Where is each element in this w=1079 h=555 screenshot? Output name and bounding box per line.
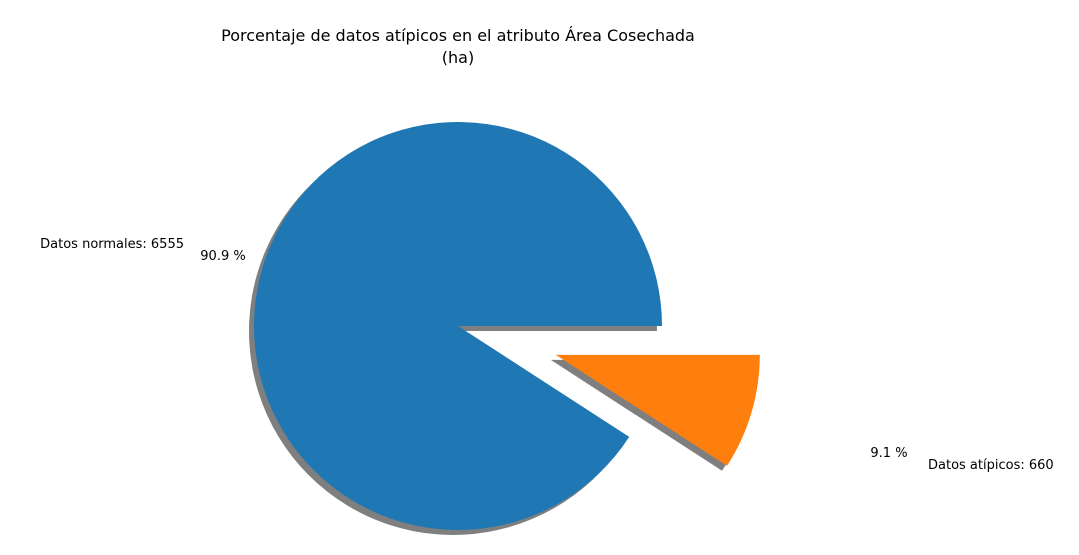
slice-0-label: Datos normales: 6555 xyxy=(40,237,184,252)
chart-title-line1: Porcentaje de datos atípicos en el atrib… xyxy=(221,26,695,45)
slice-0-wedge xyxy=(254,122,663,531)
chart-title-line2: (ha) xyxy=(442,48,474,67)
slice-0-percent: 90.9 % xyxy=(200,249,245,264)
slice-1-label: Datos atípicos: 660 xyxy=(928,458,1054,473)
pie-labels: Datos normales: 6555 90.9 % Datos atípicos… xyxy=(40,237,1054,473)
slice-1-wedge xyxy=(555,354,760,466)
slice-1-percent: 9.1 % xyxy=(870,446,907,461)
pie-slices xyxy=(254,122,760,531)
